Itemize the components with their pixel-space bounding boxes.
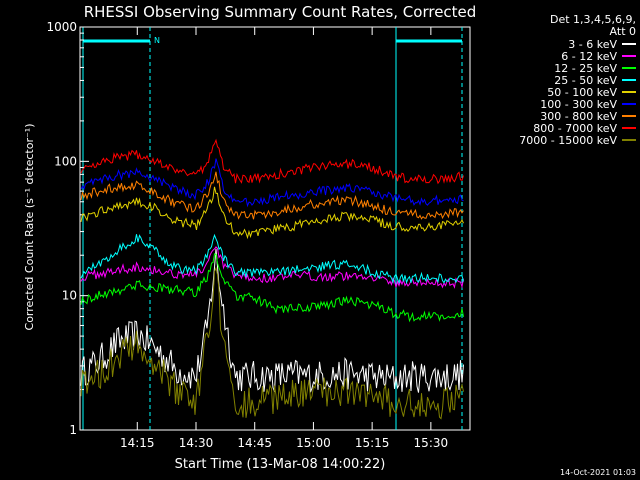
legend-item: 800 - 7000 keV: [486, 121, 636, 135]
legend-swatch: [622, 55, 636, 57]
y-tick-label: 100: [54, 154, 77, 168]
detector-info-line-2: Att 0: [609, 25, 636, 38]
night-marker-label: N: [154, 36, 160, 45]
detector-info-line-1: Det 1,3,4,5,6,9,: [549, 13, 636, 26]
y-tick-label: 1: [69, 423, 77, 437]
y-axis-label: Corrected Count Rate (s⁻¹ detector⁻¹): [23, 124, 36, 331]
legend-label: 3 - 6 keV: [568, 37, 617, 51]
x-tick-label: 15:15: [355, 436, 390, 450]
legend: Det 1,3,4,5,6,9, Att 0 3 - 6 keV 6 - 12 k…: [486, 13, 636, 147]
legend-label: 12 - 25 keV: [554, 61, 617, 75]
legend-item: 100 - 300 keV: [486, 97, 636, 111]
legend-swatch: [622, 91, 636, 93]
legend-item: 3 - 6 keV: [486, 37, 636, 51]
series-line-25-50-kev: [80, 233, 464, 285]
y-tick-label: 10: [62, 289, 77, 303]
legend-item: 7000 - 15000 keV: [486, 133, 636, 147]
legend-label: 25 - 50 keV: [554, 73, 617, 87]
legend-entries: 3 - 6 keV 6 - 12 keV 12 - 25 keV 25 - 50 ke…: [486, 37, 636, 147]
legend-label: 7000 - 15000 keV: [519, 133, 617, 147]
legend-label: 800 - 7000 keV: [533, 121, 617, 135]
timestamp: 14-Oct-2021 01:03: [560, 468, 636, 477]
legend-item: 6 - 12 keV: [486, 49, 636, 63]
series-line-800-7000-kev: [80, 138, 464, 185]
legend-item: 300 - 800 keV: [486, 109, 636, 123]
legend-swatch: [622, 103, 636, 105]
legend-swatch: [622, 43, 636, 45]
legend-swatch: [622, 79, 636, 81]
x-tick-label: 14:15: [120, 436, 155, 450]
x-tick-label: 14:30: [179, 436, 214, 450]
legend-item: 25 - 50 keV: [486, 73, 636, 87]
series-line-100-300-kev: [80, 158, 464, 208]
legend-label: 6 - 12 keV: [561, 49, 617, 63]
series-line-50-100-kev: [80, 186, 464, 240]
legend-label: 300 - 800 keV: [540, 109, 617, 123]
x-axis-label: Start Time (13-Mar-08 14:00:22): [175, 457, 386, 472]
legend-swatch: [622, 115, 636, 117]
y-tick-label: 1000: [46, 20, 77, 34]
plot-frame: [79, 26, 471, 431]
x-tick-label: 15:00: [296, 436, 331, 450]
chart-title: RHESSI Observing Summary Count Rates, Co…: [84, 3, 477, 21]
legend-item: 12 - 25 keV: [486, 61, 636, 75]
legend-label: 100 - 300 keV: [540, 97, 617, 111]
x-tick-label: 15:30: [414, 436, 449, 450]
legend-swatch: [622, 127, 636, 129]
series-line-12-25-kev: [80, 253, 464, 323]
legend-swatch: [622, 139, 636, 141]
x-tick-label: 14:45: [237, 436, 272, 450]
series-line-6-12-kev: [80, 246, 464, 289]
legend-swatch: [622, 67, 636, 69]
plot-area: N 14:15 14:30 14:45 15:00 15:15 15:30 1 10 100 100…: [46, 20, 471, 450]
legend-item: 50 - 100 keV: [486, 85, 636, 99]
series-line-3-6-kev: [80, 248, 464, 393]
legend-label: 50 - 100 keV: [547, 85, 617, 99]
series-line-7000-15000-kev: [80, 266, 464, 420]
series-line-300-800-kev: [80, 171, 464, 220]
